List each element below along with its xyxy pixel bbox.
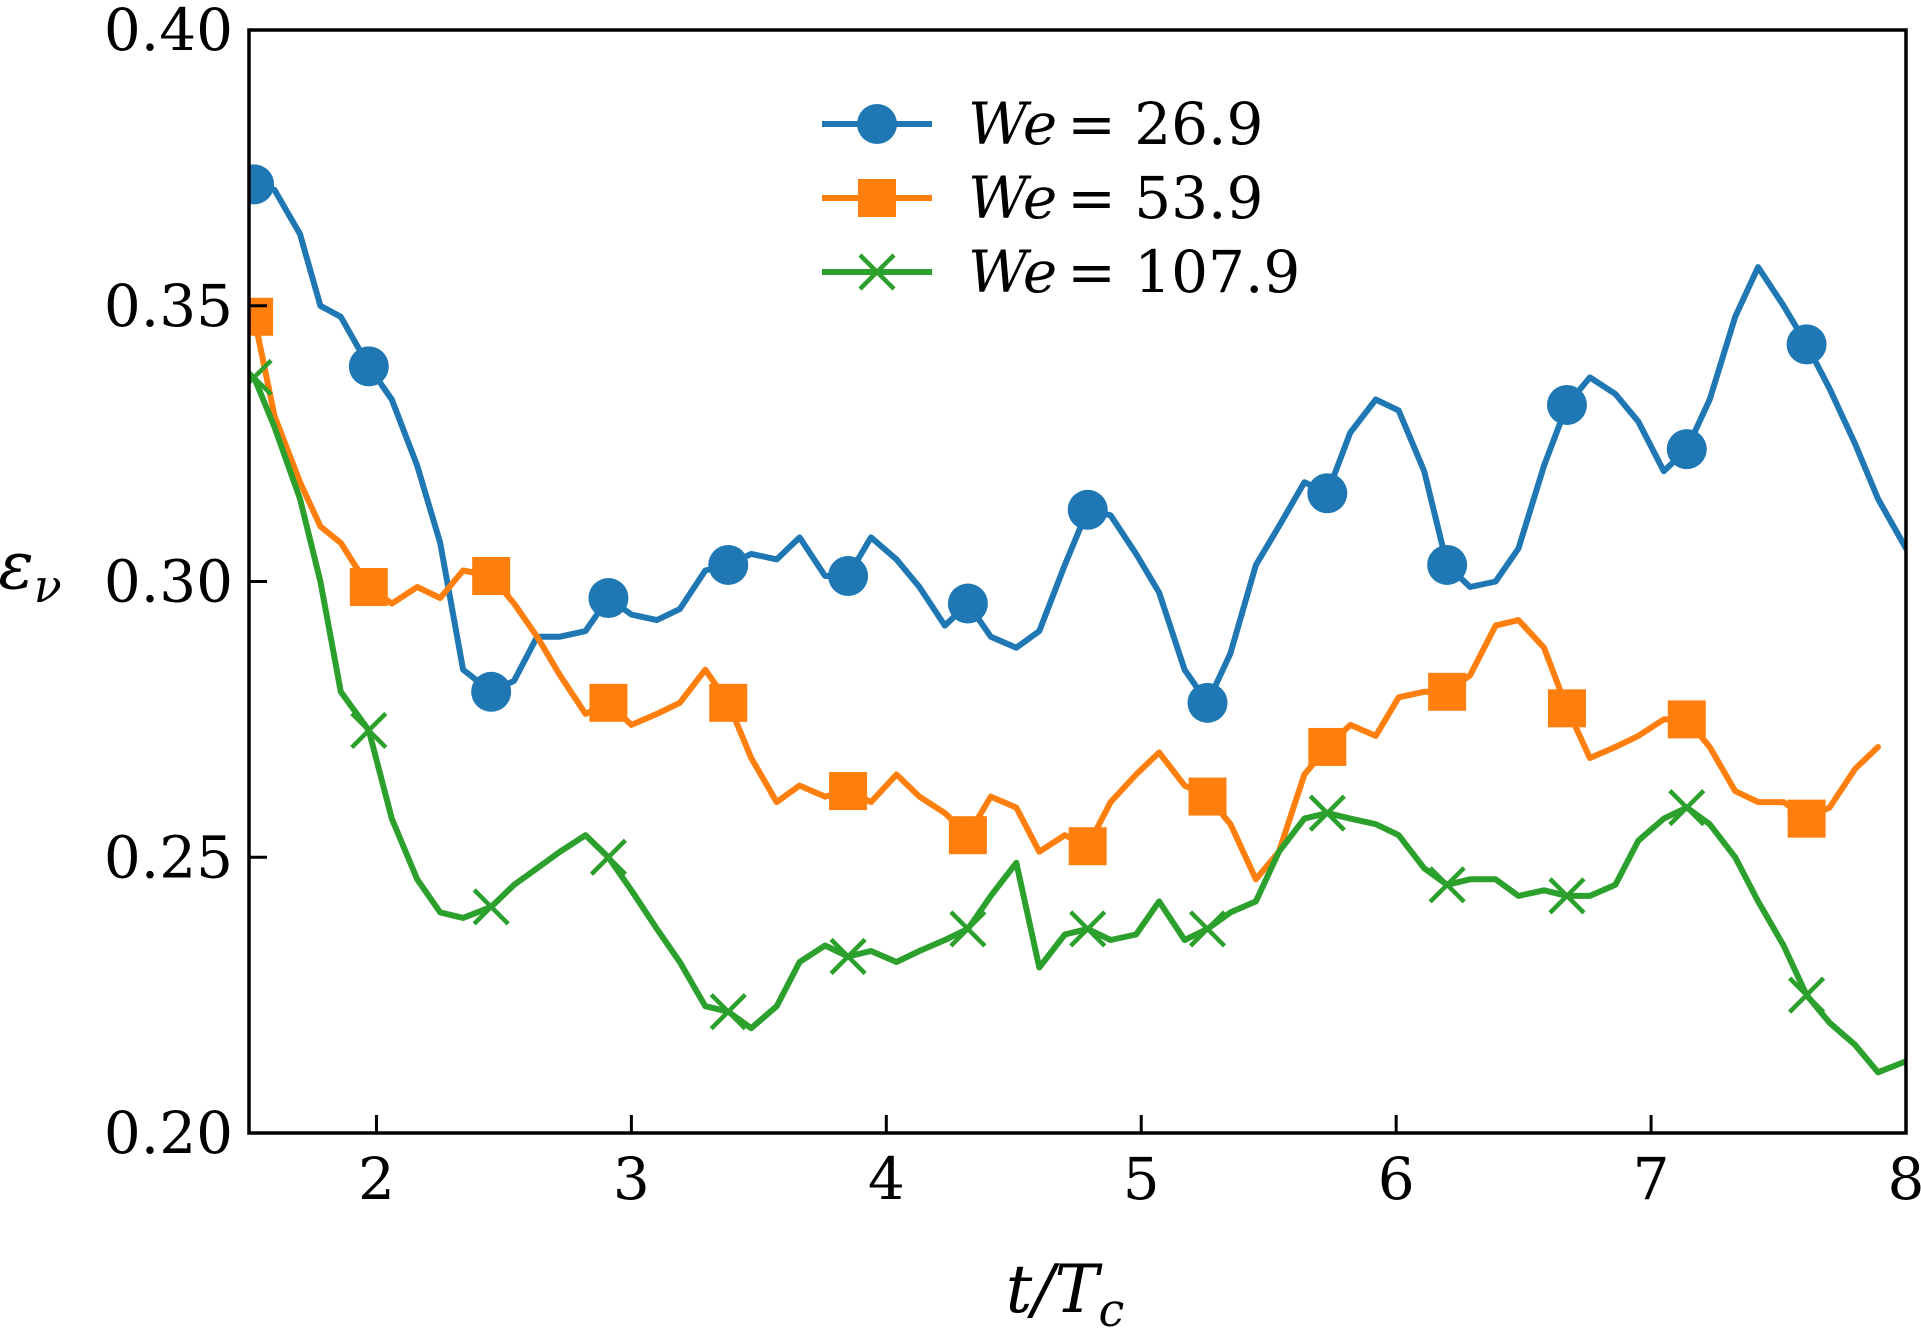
data-point xyxy=(948,816,987,855)
y-tick-label: 0.35 xyxy=(104,272,233,340)
data-point xyxy=(1188,910,1227,948)
x-tick-label: 4 xyxy=(868,1145,905,1213)
series-line xyxy=(251,313,1881,883)
data-point xyxy=(1308,727,1347,766)
y-axis-label: εν xyxy=(0,527,62,613)
legend-label-symbol: We xyxy=(968,90,1057,158)
data-point xyxy=(249,297,274,336)
data-point xyxy=(1428,672,1467,711)
data-point xyxy=(471,671,512,712)
data-point xyxy=(1068,827,1107,866)
data-point xyxy=(249,358,273,397)
data-point xyxy=(949,910,987,948)
y-axis-label-symbol: ε xyxy=(0,527,34,604)
legend-label-symbol: We xyxy=(968,164,1057,232)
data-point xyxy=(1548,877,1586,915)
legend-marker xyxy=(857,104,897,144)
data-point xyxy=(589,683,628,722)
data-point xyxy=(249,164,275,205)
legend-marker xyxy=(858,253,896,291)
legend-entry: We = 107.9 xyxy=(822,238,1300,306)
x-tick-label: 5 xyxy=(1123,1145,1160,1213)
legend-label: We = 107.9 xyxy=(968,238,1300,306)
data-point xyxy=(349,568,388,607)
data-point xyxy=(1067,489,1108,530)
legend-label-value: = 53.9 xyxy=(1067,164,1263,232)
data-point xyxy=(828,555,869,596)
legend: We = 26.9We = 53.9We = 107.9 xyxy=(822,90,1300,306)
series-3 xyxy=(249,358,1906,1076)
legend-label-value: = 26.9 xyxy=(1067,90,1263,158)
data-point xyxy=(708,544,749,585)
data-point xyxy=(1308,794,1346,832)
x-tick-label: 8 xyxy=(1888,1145,1921,1213)
legend-label-symbol: We xyxy=(968,238,1057,306)
data-point xyxy=(1666,429,1707,470)
data-point xyxy=(588,578,629,619)
x-axis-label: t/Tc xyxy=(1006,1251,1125,1337)
data-point xyxy=(829,937,867,976)
y-axis-label-subscript: ν xyxy=(34,559,62,613)
data-point xyxy=(1546,385,1587,426)
x-tick-label: 3 xyxy=(613,1145,650,1213)
data-point xyxy=(709,993,747,1031)
data-point xyxy=(1187,682,1228,723)
data-point xyxy=(1188,777,1227,816)
x-axis-label-subscript: c xyxy=(1099,1283,1125,1337)
x-axis-label-main: t/T xyxy=(1006,1251,1104,1328)
data-point xyxy=(350,711,388,749)
data-point xyxy=(589,838,628,876)
series-line xyxy=(251,374,1906,1076)
data-point xyxy=(1668,789,1706,827)
series-line xyxy=(251,181,1906,706)
x-tick-label: 7 xyxy=(1633,1145,1670,1213)
data-point xyxy=(472,556,511,595)
data-point xyxy=(1547,689,1586,728)
data-point xyxy=(1069,910,1107,948)
legend-entry: We = 53.9 xyxy=(822,164,1263,232)
data-point xyxy=(472,888,510,926)
data-point xyxy=(348,346,389,387)
series-group xyxy=(249,164,1906,1076)
data-point xyxy=(1786,324,1827,365)
data-point xyxy=(1307,473,1348,514)
x-tick-label: 2 xyxy=(358,1145,395,1213)
y-tick-label: 0.40 xyxy=(104,0,233,64)
x-tick-label: 6 xyxy=(1378,1145,1415,1213)
legend-label: We = 53.9 xyxy=(968,164,1263,232)
data-point xyxy=(1787,976,1826,1014)
y-tick-label: 0.25 xyxy=(104,823,233,891)
legend-entry: We = 26.9 xyxy=(822,90,1263,158)
legend-marker xyxy=(858,179,896,217)
data-point xyxy=(1427,544,1468,585)
y-tick-label: 0.30 xyxy=(104,548,233,616)
series-layer xyxy=(249,164,1906,1076)
series-1 xyxy=(249,164,1906,723)
legend-label-value: = 107.9 xyxy=(1067,238,1300,306)
data-point xyxy=(829,772,868,811)
data-point xyxy=(947,583,988,624)
series-2 xyxy=(249,297,1881,883)
legend-label: We = 26.9 xyxy=(968,90,1263,158)
data-point xyxy=(1667,700,1706,739)
data-point xyxy=(1428,866,1466,904)
data-point xyxy=(1787,799,1826,838)
axis-ticks: 2 3 4 5 6 7 8 0.20 0.25 0.30 0.35 0.40 xyxy=(104,0,1921,1213)
y-tick-label: 0.20 xyxy=(104,1099,233,1167)
data-point xyxy=(709,683,748,722)
